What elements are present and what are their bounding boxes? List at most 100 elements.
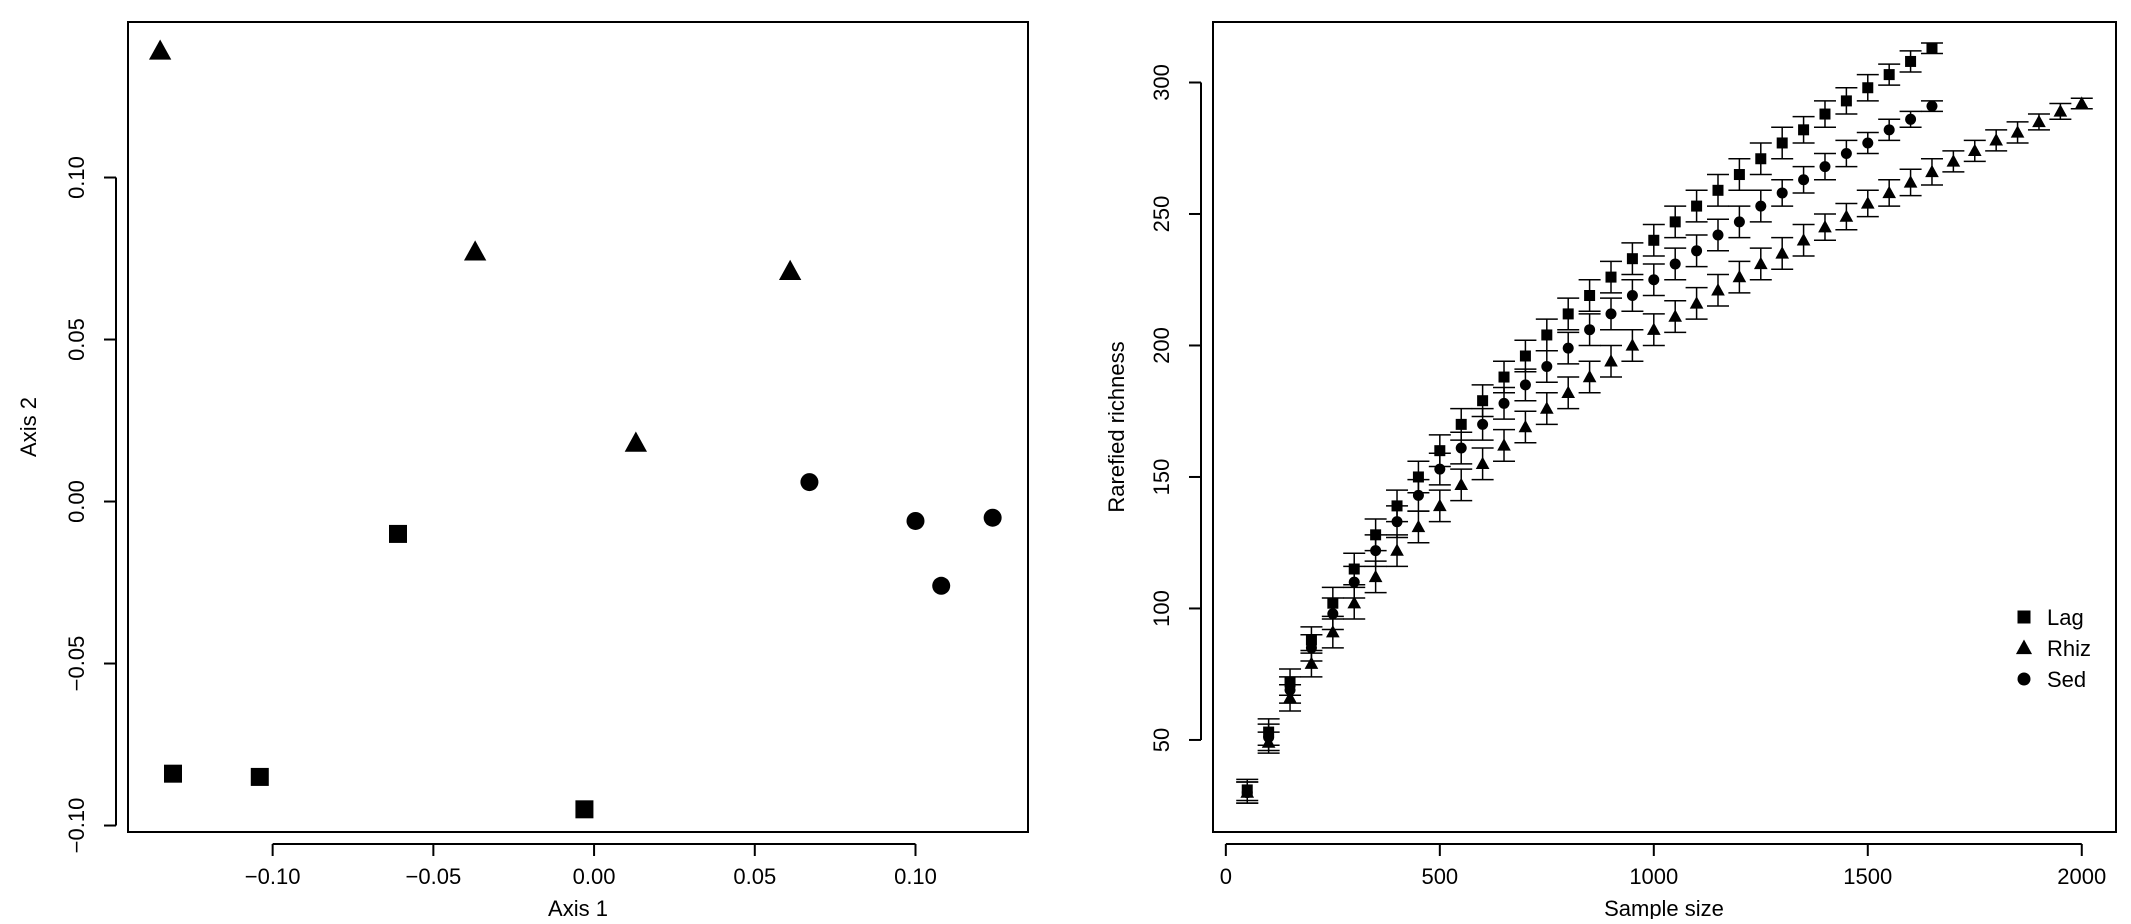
- data-point-sed: [1776, 187, 1788, 199]
- data-point-sed: [1477, 418, 1489, 430]
- data-point-rhiz: [1668, 309, 1683, 322]
- data-point-lag: [1905, 55, 1917, 67]
- data-point-rhiz: [1646, 322, 1661, 335]
- ordination-point-triangle: [463, 240, 487, 261]
- data-point-rhiz: [1711, 283, 1725, 296]
- ordination-y-tick-label: −0.10: [64, 798, 89, 854]
- data-point-lag: [1819, 108, 1831, 120]
- data-point-lag: [1519, 350, 1531, 362]
- data-point-lag: [1755, 153, 1767, 165]
- data-point-rhiz: [1390, 543, 1404, 556]
- ordination-x-axis-label: Axis 1: [548, 896, 608, 919]
- rarefaction-y-tick-label: 100: [1149, 590, 1174, 627]
- ordination-point-triangle: [624, 431, 648, 452]
- legend-marker-triangle: [2015, 639, 2033, 655]
- data-point-sed: [1541, 361, 1553, 373]
- data-point-lag: [1498, 371, 1510, 383]
- ordination-plot: −0.10 −0.05 0.00 0.05 0.10 −0.10 −0.05 0.00 0.0…: [16, 21, 1029, 921]
- data-point-lag: [1584, 290, 1596, 302]
- legend-label: Rhiz: [2047, 636, 2091, 661]
- data-point-sed: [1862, 137, 1874, 149]
- data-point-rhiz: [1518, 419, 1533, 433]
- rarefaction-y-axis: 50 100 150 200 250 300: [1149, 64, 1202, 752]
- data-point-lag: [1648, 234, 1660, 246]
- ordination-point-circle: [800, 473, 819, 492]
- rarefaction-x-axis-label: Sample size: [1604, 896, 1724, 919]
- data-point-sed: [1584, 324, 1596, 336]
- legend-marker-square: [2017, 610, 2031, 624]
- data-point-sed: [1412, 489, 1424, 501]
- data-point-sed: [1370, 545, 1382, 557]
- data-point-sed: [1669, 258, 1681, 270]
- data-point-sed: [1691, 245, 1703, 257]
- data-point-rhiz: [1561, 385, 1576, 399]
- rarefaction-y-tick-label: 50: [1149, 728, 1174, 752]
- rarefaction-plot-frame: [1212, 21, 2117, 833]
- data-point-rhiz: [1689, 296, 1704, 309]
- data-point-lag: [1733, 169, 1745, 181]
- data-point-rhiz: [1625, 338, 1640, 351]
- legend-marker-circle: [2017, 672, 2031, 686]
- data-point-sed: [1883, 124, 1895, 136]
- ordination-point-triangle: [778, 259, 802, 280]
- rarefaction-y-tick-label: 250: [1149, 196, 1174, 233]
- rarefaction-x-tick-label: 0: [1220, 864, 1232, 889]
- data-point-rhiz: [1946, 154, 1961, 167]
- data-point-sed: [1327, 608, 1339, 620]
- ordination-x-tick-label: −0.05: [406, 864, 462, 889]
- data-point-rhiz: [1582, 369, 1597, 383]
- data-point-lag: [1477, 395, 1489, 407]
- data-point-rhiz: [1796, 233, 1811, 246]
- data-point-rhiz: [1347, 596, 1362, 609]
- data-point-sed: [1305, 642, 1317, 654]
- ordination-point-square: [389, 524, 407, 543]
- data-point-sed: [1434, 463, 1446, 475]
- data-point-lag: [1626, 253, 1638, 265]
- data-point-rhiz: [1475, 456, 1490, 470]
- data-point-rhiz: [2032, 114, 2046, 128]
- data-point-rhiz: [1604, 354, 1618, 367]
- data-point-sed: [1348, 576, 1360, 588]
- data-point-rhiz: [1539, 401, 1554, 414]
- data-point-lag: [1412, 471, 1424, 483]
- data-point-rhiz: [1368, 569, 1383, 583]
- data-point-rhiz: [1903, 175, 1918, 188]
- data-point-lag: [1562, 308, 1574, 320]
- data-point-sed: [1840, 147, 1852, 159]
- ordination-y-tick-label: 0.10: [64, 156, 89, 199]
- legend-label: Lag: [2047, 605, 2084, 630]
- data-point-lag: [1712, 184, 1724, 196]
- data-point-rhiz: [1925, 164, 1939, 178]
- data-point-sed: [1905, 113, 1917, 125]
- data-point-lag: [1455, 418, 1467, 430]
- rarefaction-x-axis: 0 500 1000 1500 2000: [1220, 843, 2106, 889]
- rarefaction-plot: 0 500 1000 1500 2000 50 100 150 200 250 300 Lag Rh…: [1104, 21, 2117, 921]
- data-point-sed: [1391, 516, 1403, 528]
- rarefaction-y-tick-label: 300: [1149, 64, 1174, 101]
- data-point-rhiz: [1882, 185, 1897, 199]
- data-point-lag: [1840, 95, 1852, 107]
- data-point-sed: [1712, 229, 1724, 241]
- ordination-point-square: [250, 767, 269, 786]
- data-point-sed: [1648, 274, 1660, 286]
- ordination-x-tick-label: 0.05: [733, 864, 776, 889]
- ordination-y-axis: −0.10 −0.05 0.00 0.05 0.10: [64, 156, 117, 854]
- data-point-lag: [1605, 271, 1617, 283]
- data-point-lag: [1434, 445, 1446, 457]
- data-point-rhiz: [1454, 477, 1469, 491]
- data-point-rhiz: [1818, 219, 1832, 233]
- data-point-rhiz: [1304, 656, 1319, 669]
- data-point-sed: [1455, 442, 1467, 454]
- ordination-x-axis: −0.10 −0.05 0.00 0.05 0.10: [245, 843, 937, 889]
- rarefaction-x-tick-label: 1500: [1843, 864, 1892, 889]
- data-point-rhiz: [1989, 133, 2003, 146]
- data-point-rhiz: [1753, 256, 1768, 270]
- legend-label: Sed: [2047, 667, 2086, 692]
- data-point-lag: [1883, 69, 1895, 81]
- data-point-rhiz: [1326, 624, 1340, 638]
- legend-entry-sed: Sed: [2017, 667, 2086, 692]
- data-point-lag: [1691, 200, 1703, 212]
- data-point-lag: [1669, 216, 1681, 228]
- legend: Lag Rhiz Sed: [2015, 605, 2091, 692]
